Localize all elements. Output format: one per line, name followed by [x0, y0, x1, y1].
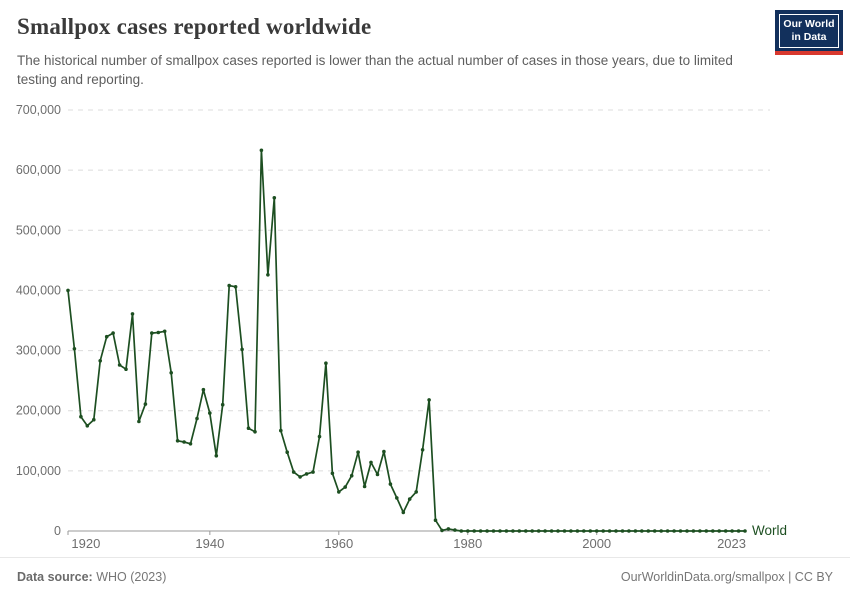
owid-logo[interactable]: Our World in Data: [775, 10, 843, 55]
svg-text:2023: 2023: [717, 536, 746, 551]
svg-text:600,000: 600,000: [16, 163, 61, 177]
smallpox-cases-line-chart: 0 100,000 200,000 300,000 400,000 500,000 600,…: [16, 103, 787, 551]
data-source-note: Data source: WHO (2023): [17, 570, 166, 584]
credit-link[interactable]: OurWorldinData.org/smallpox | CC BY: [620, 570, 833, 584]
chart-subtitle: The historical number of smallpox cases …: [17, 53, 733, 88]
svg-text:200,000: 200,000: [16, 404, 61, 418]
svg-text:1920: 1920: [71, 536, 100, 551]
svg-text:1960: 1960: [324, 536, 353, 551]
line-chart: 0 100,000 200,000 300,000 400,000 500,000 600,…: [0, 95, 850, 570]
svg-text:100,000: 100,000: [16, 464, 61, 478]
svg-text:1940: 1940: [195, 536, 224, 551]
data-source-label: Data source:: [17, 570, 93, 584]
svg-text:400,000: 400,000: [16, 283, 61, 297]
owid-logo-text: Our World in Data: [779, 14, 839, 48]
chart-footer: Data source: WHO (2023) OurWorldinData.o…: [0, 557, 850, 600]
series-label-world: World: [752, 523, 787, 538]
svg-text:700,000: 700,000: [16, 103, 61, 117]
svg-text:1980: 1980: [453, 536, 482, 551]
owid-logo-red-bar: [775, 51, 843, 55]
svg-text:300,000: 300,000: [16, 344, 61, 358]
svg-text:0: 0: [54, 524, 61, 538]
svg-text:500,000: 500,000: [16, 223, 61, 237]
data-source-value: WHO (2023): [92, 570, 167, 584]
svg-text:2000: 2000: [582, 536, 611, 551]
page-title: Smallpox cases reported worldwide: [17, 14, 372, 39]
